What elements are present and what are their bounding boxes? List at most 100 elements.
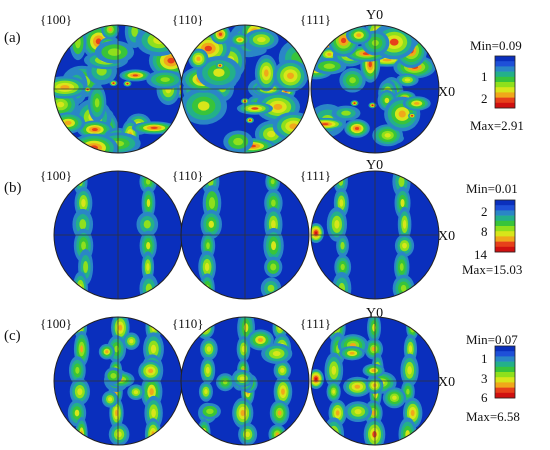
contour-level bbox=[331, 365, 337, 375]
intensity-blob bbox=[198, 381, 213, 402]
intensity-blob bbox=[245, 117, 254, 124]
pole-figure-outline bbox=[180, 316, 310, 446]
legend-color-step bbox=[495, 87, 515, 93]
intensity-blob bbox=[394, 234, 415, 257]
contour-level bbox=[410, 409, 415, 417]
contour-level bbox=[81, 241, 86, 250]
contour-level bbox=[243, 323, 249, 333]
intensity-blob bbox=[87, 83, 107, 122]
legend-color-step bbox=[495, 200, 515, 206]
row-c-label: (c) bbox=[4, 328, 21, 344]
intensity-blob bbox=[336, 234, 349, 258]
intensity-blob bbox=[238, 423, 258, 445]
row-a-label: (a) bbox=[4, 30, 21, 46]
intensity-blob bbox=[101, 25, 120, 40]
contour-level bbox=[108, 397, 113, 402]
intensity-blob bbox=[368, 102, 377, 109]
legend-color-step bbox=[495, 372, 515, 378]
contour-level bbox=[368, 61, 372, 68]
row-b-x0-label: X0 bbox=[438, 229, 455, 244]
row-c-legend-bar bbox=[494, 345, 516, 399]
contour-level bbox=[407, 366, 412, 375]
legend-color-step bbox=[495, 226, 515, 232]
row-b-legend-tick-3: 14 bbox=[474, 247, 488, 262]
contour-level bbox=[273, 103, 283, 110]
contour-level bbox=[245, 431, 251, 438]
contour-level bbox=[201, 277, 213, 299]
legend-color-step bbox=[495, 366, 515, 373]
contour-level bbox=[249, 119, 251, 121]
contour-level bbox=[402, 242, 407, 249]
intensity-blob bbox=[216, 373, 235, 392]
contour-level bbox=[105, 350, 109, 354]
row-b-legend-tick-2: 8 bbox=[481, 224, 488, 239]
row-b-pole-110-title: {110} bbox=[172, 168, 204, 183]
row-b-label: (b) bbox=[4, 180, 22, 196]
row-b-pole-100-title: {100} bbox=[40, 168, 72, 183]
contour-level bbox=[398, 176, 405, 187]
intensity-blob bbox=[69, 25, 87, 61]
legend-color-step bbox=[495, 361, 515, 368]
legend-color-step bbox=[495, 66, 515, 72]
legend-color-step bbox=[495, 236, 515, 242]
contour-level bbox=[57, 101, 65, 108]
row-c-legend-tick-3: 6 bbox=[481, 390, 488, 405]
pole-figure-b-100 bbox=[53, 170, 183, 300]
legend-color-step bbox=[495, 392, 515, 399]
contour-level bbox=[398, 110, 406, 118]
intensity-blob bbox=[69, 378, 90, 406]
intensity-blob bbox=[98, 343, 115, 360]
intensity-blob bbox=[123, 80, 132, 87]
intensity-blob bbox=[273, 59, 308, 92]
intensity-blob bbox=[77, 120, 113, 139]
legend-color-step bbox=[495, 56, 515, 62]
intensity-blob bbox=[332, 272, 352, 299]
intensity-blob bbox=[339, 346, 365, 361]
contour-level bbox=[208, 220, 214, 228]
intensity-blob bbox=[269, 400, 290, 426]
contour-level bbox=[339, 199, 344, 207]
legend-color-step bbox=[495, 377, 515, 383]
contour-level bbox=[257, 36, 266, 43]
contour-level bbox=[208, 197, 216, 209]
row-c-pole-111-title: {111} bbox=[300, 316, 331, 331]
intensity-blob bbox=[268, 424, 287, 445]
row-b-legend-bar bbox=[494, 199, 516, 253]
pole-figure-a-100 bbox=[53, 24, 183, 154]
contour-level bbox=[356, 33, 362, 38]
intensity-blob bbox=[339, 67, 366, 93]
intensity-blob bbox=[326, 381, 341, 402]
intensity-blob bbox=[312, 58, 347, 75]
intensity-blob bbox=[344, 119, 370, 138]
legend-color-step bbox=[495, 61, 515, 67]
intensity-blob bbox=[230, 33, 250, 47]
intensity-blob bbox=[394, 251, 410, 283]
legend-color-step bbox=[495, 92, 515, 98]
intensity-blob bbox=[146, 70, 182, 90]
contour-level bbox=[239, 376, 246, 381]
contour-level bbox=[77, 423, 86, 445]
contour-level bbox=[271, 241, 277, 251]
contour-level bbox=[60, 85, 70, 90]
intensity-blob bbox=[263, 227, 284, 264]
intensity-blob bbox=[343, 376, 372, 397]
contour-level bbox=[327, 52, 332, 56]
contour-level bbox=[204, 262, 210, 272]
contour-level bbox=[108, 27, 113, 32]
intensity-blob bbox=[127, 384, 145, 400]
legend-color-step bbox=[495, 231, 515, 237]
contour-level bbox=[340, 241, 345, 250]
contour-level bbox=[115, 409, 118, 417]
contour-level bbox=[408, 345, 413, 353]
intensity-blob bbox=[400, 379, 415, 404]
contour-level bbox=[91, 128, 98, 132]
contour-level bbox=[264, 69, 269, 77]
legend-color-step bbox=[495, 246, 515, 253]
contour-level bbox=[107, 48, 121, 56]
contour-level bbox=[328, 425, 339, 443]
contour-level bbox=[389, 38, 399, 46]
contour-level bbox=[75, 36, 81, 49]
contour-level bbox=[206, 346, 212, 352]
contour-level bbox=[167, 57, 175, 64]
contour-level bbox=[271, 220, 276, 229]
